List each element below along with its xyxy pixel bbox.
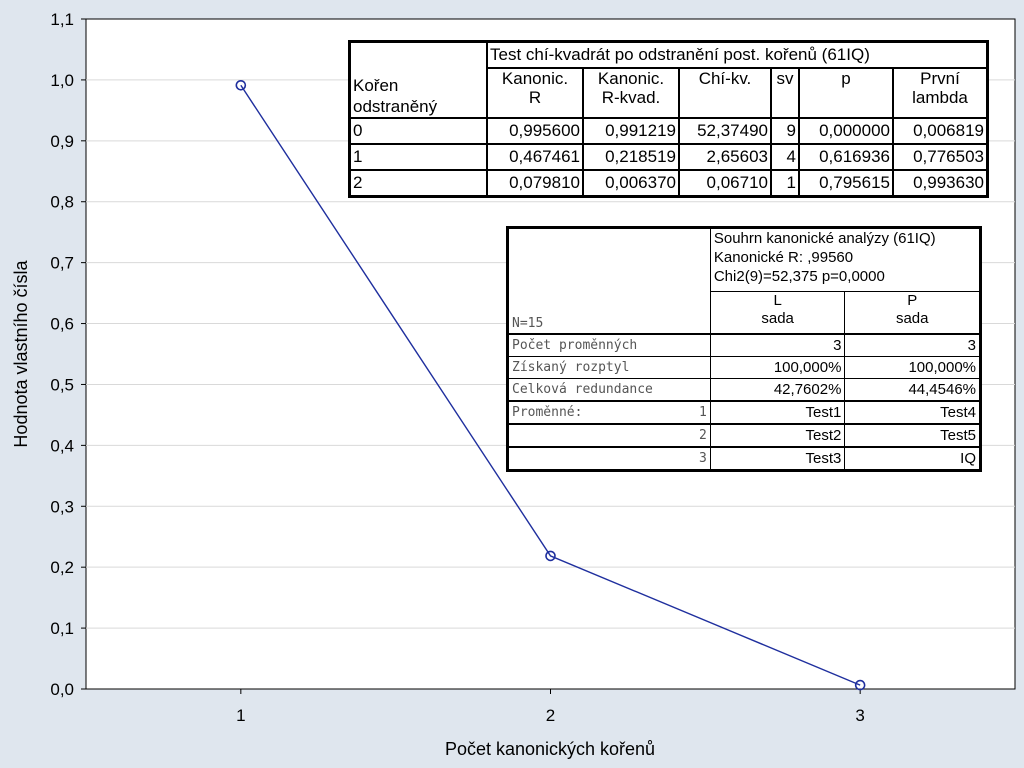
root-header-line2: odstraněný xyxy=(353,97,438,116)
cell: 0,06710 xyxy=(678,169,772,198)
col-header-chi-kv: Chí-kv. xyxy=(678,67,772,119)
cell: Test4 xyxy=(844,399,981,424)
table-row: 1 0,467461 0,218519 2,65603 4 0,616936 0… xyxy=(348,143,989,171)
root-header-line1: Kořen xyxy=(353,76,399,95)
y-tick-label: 0,2 xyxy=(50,558,74,577)
y-tick-label: 0,7 xyxy=(50,254,74,273)
root-cell: 1 xyxy=(348,143,488,171)
data-point xyxy=(854,679,866,691)
cell: 2,65603 xyxy=(678,143,772,171)
cell: 0,006819 xyxy=(892,117,989,145)
x-axis-title: Počet kanonických kořenů xyxy=(445,739,655,759)
cell: 0,467461 xyxy=(486,143,584,171)
cell: 42,7602% xyxy=(709,377,846,401)
y-tick-label: 0,9 xyxy=(50,132,74,151)
vars-label-cell: Proměnné: 1 xyxy=(507,399,711,424)
cell: 0,993630 xyxy=(892,169,989,198)
cell: Test5 xyxy=(844,422,981,447)
y-tick-label: 0,6 xyxy=(50,315,74,334)
x-tick-label: 2 xyxy=(546,706,555,725)
table-row: Získaný rozptyl 100,000% 100,000% xyxy=(507,355,981,379)
y-tick-label: 0,0 xyxy=(50,680,74,699)
cell: 44,4546% xyxy=(844,377,981,401)
table-row: 3 Test3 IQ xyxy=(507,445,981,471)
col-header-prvni-lambda: První lambda xyxy=(892,67,989,119)
y-axis-title: Hodnota vlastního čísla xyxy=(11,259,31,447)
cell: IQ xyxy=(844,445,981,471)
col-header-kanonic-r-kvad: Kanonic. R-kvad. xyxy=(582,67,680,119)
col-header-p: p xyxy=(798,67,894,119)
test-table-title: Test chí-kvadrát po odstranění post. koř… xyxy=(486,40,989,69)
y-tick-label: 1,0 xyxy=(50,71,74,90)
col-header-sv: sv xyxy=(770,67,800,119)
cell: 0,795615 xyxy=(798,169,894,198)
data-point xyxy=(235,79,247,91)
summary-info: Souhrn kanonické analýzy (61IQ) Kanonick… xyxy=(709,227,982,292)
n-label: N=15 xyxy=(507,227,711,334)
row-label: Získaný rozptyl xyxy=(507,355,711,379)
var-index: 3 xyxy=(507,445,711,471)
summary-info-line2: Kanonické R: ,99560 xyxy=(713,249,854,266)
row-label: Celková redundance xyxy=(507,377,711,401)
cell: 4 xyxy=(770,143,800,171)
table-row: Počet proměnných 3 3 xyxy=(507,332,981,357)
y-tick-label: 0,4 xyxy=(50,436,74,455)
series xyxy=(235,79,866,691)
row-label: Počet proměnných xyxy=(507,332,711,357)
chi-square-test-table: Kořen odstraněný Test chí-kvadrát po ods… xyxy=(348,40,989,198)
cell: 0,991219 xyxy=(582,117,680,145)
col-header-kanonic-r: Kanonic. R xyxy=(486,67,584,119)
summary-info-line1: Souhrn kanonické analýzy (61IQ) xyxy=(713,230,936,247)
table-row: 0 0,995600 0,991219 52,37490 9 0,000000 … xyxy=(348,117,989,145)
cell: 100,000% xyxy=(844,355,981,379)
cell: 0,218519 xyxy=(582,143,680,171)
var-index: 2 xyxy=(507,422,711,447)
table-row: Proměnné: 1 Test1 Test4 xyxy=(507,399,981,424)
cell: 1 xyxy=(770,169,800,198)
cell: 0,995600 xyxy=(486,117,584,145)
x-tick-label: 3 xyxy=(855,706,864,725)
cell: 0,079810 xyxy=(486,169,584,198)
cell: 3 xyxy=(709,332,846,357)
cell: 3 xyxy=(844,332,981,357)
y-tick-label: 1,1 xyxy=(50,10,74,29)
cell: 100,000% xyxy=(709,355,846,379)
canonical-summary-table: N=15 Souhrn kanonické analýzy (61IQ) Kan… xyxy=(506,226,982,472)
x-tick-label: 1 xyxy=(236,706,245,725)
cell: 9 xyxy=(770,117,800,145)
cell: 0,006370 xyxy=(582,169,680,198)
cell: 0,000000 xyxy=(798,117,894,145)
cell: 52,37490 xyxy=(678,117,772,145)
y-tick-label: 0,1 xyxy=(50,619,74,638)
table-row: Celková redundance 42,7602% 44,4546% xyxy=(507,377,981,401)
cell: 0,616936 xyxy=(798,143,894,171)
series-line xyxy=(240,84,861,686)
data-point xyxy=(545,550,556,562)
cell: 0,776503 xyxy=(892,143,989,171)
y-tick-label: 0,8 xyxy=(50,193,74,212)
root-cell: 0 xyxy=(348,117,488,145)
y-tick-label: 0,5 xyxy=(50,375,74,394)
table-row: 2 Test2 Test5 xyxy=(507,422,981,447)
vars-label: Proměnné: xyxy=(512,404,583,420)
summary-info-line3: Chi2(9)=52,375 p=0,0000 xyxy=(713,268,885,285)
cell: Test2 xyxy=(709,422,846,447)
var-index: 1 xyxy=(699,404,707,420)
cell: Test3 xyxy=(709,445,846,471)
root-removed-header: Kořen odstraněný xyxy=(348,40,488,119)
root-cell: 2 xyxy=(348,169,488,198)
table-row: 2 0,079810 0,006370 0,06710 1 0,795615 0… xyxy=(348,169,989,198)
axis-ticks: 0,00,10,20,30,40,50,60,70,80,91,01,11 2 3 xyxy=(50,10,865,725)
cell: Test1 xyxy=(709,399,846,424)
y-tick-label: 0,3 xyxy=(50,497,74,516)
